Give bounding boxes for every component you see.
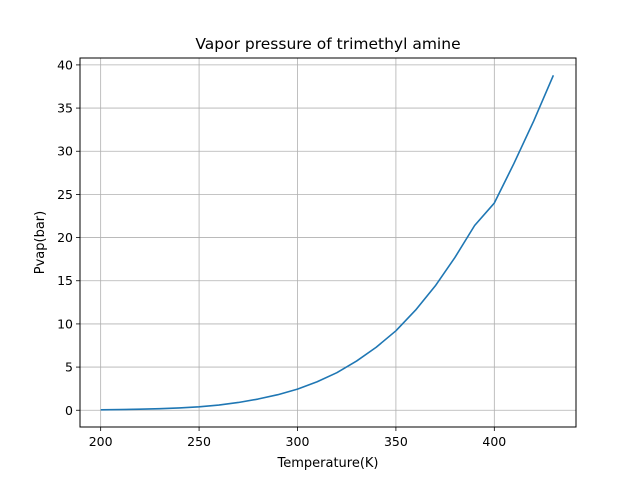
y-tick-label: 30	[57, 144, 73, 159]
ticks: 200 250 300 350 400 0 5 10 15 20 25 30 35 40	[57, 57, 506, 449]
x-tick-label: 400	[482, 434, 506, 449]
x-tick-label: 250	[187, 434, 211, 449]
y-tick-label: 40	[57, 57, 73, 72]
x-tick-label: 300	[286, 434, 310, 449]
y-tick-label: 20	[57, 230, 73, 245]
y-tick-label: 5	[65, 360, 73, 375]
y-tick-label: 15	[57, 273, 73, 288]
y-tick-label: 25	[57, 187, 73, 202]
y-axis-label: Pvap(bar)	[33, 211, 48, 274]
grid	[80, 58, 576, 427]
x-tick-label: 200	[89, 434, 113, 449]
plot-frame	[79, 57, 577, 428]
y-tick-label: 0	[65, 403, 73, 418]
y-tick-label: 10	[57, 316, 73, 331]
y-tick-label: 35	[57, 101, 73, 116]
x-tick-label: 350	[384, 434, 408, 449]
series-line	[100, 74, 555, 411]
chart-title: Vapor pressure of trimethyl amine	[195, 35, 460, 53]
series-layer	[100, 74, 555, 411]
x-axis-label: Temperature(K)	[276, 456, 378, 471]
